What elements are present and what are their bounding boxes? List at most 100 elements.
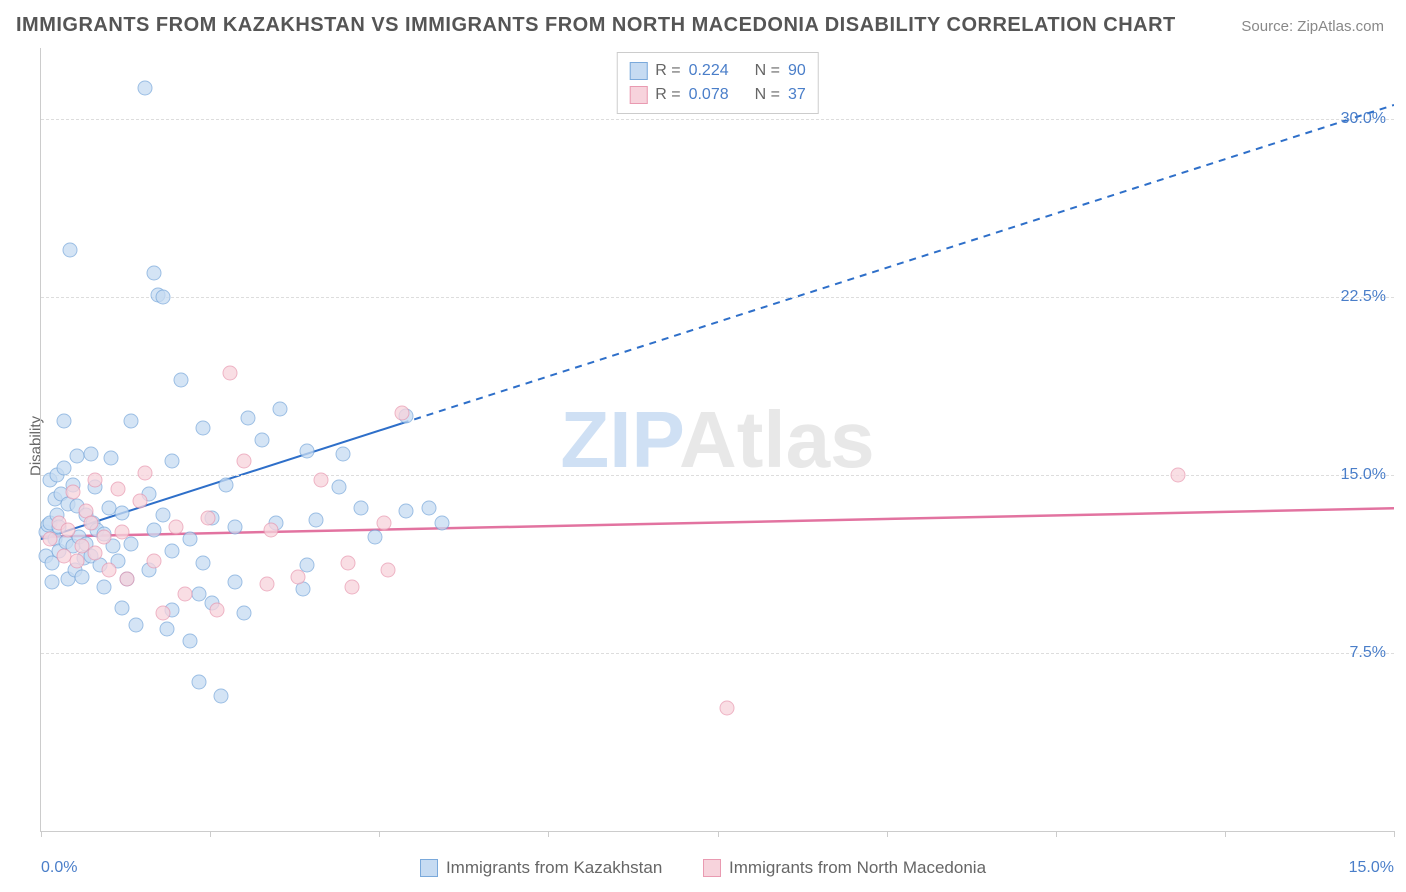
x-tick — [41, 831, 42, 837]
source-link[interactable]: ZipAtlas.com — [1297, 18, 1384, 35]
data-point — [254, 432, 269, 447]
data-point — [115, 525, 130, 540]
legend-row-macedonia: R = 0.078 N = 37 — [629, 83, 806, 107]
n-value-macedonia: 37 — [788, 83, 806, 107]
data-point — [56, 413, 71, 428]
x-tick — [1225, 831, 1226, 837]
data-point — [155, 508, 170, 523]
legend-swatch-kazakhstan — [629, 62, 647, 80]
data-point — [88, 546, 103, 561]
data-point — [178, 586, 193, 601]
data-point — [340, 555, 355, 570]
data-point — [336, 446, 351, 461]
r-value-kazakhstan: 0.224 — [689, 59, 729, 83]
data-point — [227, 574, 242, 589]
data-point — [137, 81, 152, 96]
data-point — [115, 506, 130, 521]
legend-item-kazakhstan: Immigrants from Kazakhstan — [420, 858, 662, 878]
data-point — [110, 482, 125, 497]
data-point — [394, 406, 409, 421]
data-point — [61, 522, 76, 537]
gridline — [41, 653, 1394, 654]
data-point — [191, 586, 206, 601]
data-point — [209, 603, 224, 618]
source-attribution: Source: ZipAtlas.com — [1241, 18, 1384, 35]
legend-label-kazakhstan: Immigrants from Kazakhstan — [446, 858, 662, 878]
data-point — [182, 532, 197, 547]
data-point — [155, 605, 170, 620]
data-point — [236, 605, 251, 620]
y-tick-label: 30.0% — [1341, 110, 1386, 128]
data-point — [214, 688, 229, 703]
r-label: R = — [655, 59, 680, 83]
x-tick — [887, 831, 888, 837]
data-point — [62, 242, 77, 257]
data-point — [719, 700, 734, 715]
data-point — [345, 579, 360, 594]
data-point — [191, 674, 206, 689]
legend-item-macedonia: Immigrants from North Macedonia — [703, 858, 986, 878]
data-point — [137, 465, 152, 480]
y-tick-label: 22.5% — [1341, 288, 1386, 306]
data-point — [196, 555, 211, 570]
data-point — [88, 472, 103, 487]
data-point — [273, 401, 288, 416]
data-point — [367, 529, 382, 544]
data-point — [97, 529, 112, 544]
data-point — [376, 515, 391, 530]
data-point — [70, 553, 85, 568]
legend-swatch-macedonia-icon — [703, 859, 721, 877]
data-point — [44, 574, 59, 589]
data-point — [173, 373, 188, 388]
trend-lines — [41, 48, 1394, 831]
x-tick — [718, 831, 719, 837]
data-point — [160, 622, 175, 637]
n-label: N = — [755, 59, 780, 83]
data-point — [155, 290, 170, 305]
data-point — [169, 520, 184, 535]
data-point — [119, 572, 134, 587]
plot-area: ZIPAtlas R = 0.224 N = 90 R = 0.078 N = … — [40, 48, 1394, 832]
data-point — [264, 522, 279, 537]
legend-label-macedonia: Immigrants from North Macedonia — [729, 858, 986, 878]
data-point — [200, 510, 215, 525]
chart-title: IMMIGRANTS FROM KAZAKHSTAN VS IMMIGRANTS… — [16, 14, 1176, 37]
data-point — [146, 522, 161, 537]
data-point — [146, 553, 161, 568]
data-point — [241, 411, 256, 426]
data-point — [97, 579, 112, 594]
data-point — [354, 501, 369, 516]
data-point — [124, 413, 139, 428]
watermark-zip: ZIP — [560, 395, 679, 484]
data-point — [164, 544, 179, 559]
data-point — [83, 446, 98, 461]
series-legend: Immigrants from Kazakhstan Immigrants fr… — [0, 858, 1406, 882]
data-point — [164, 453, 179, 468]
watermark-atlas: Atlas — [679, 395, 875, 484]
data-point — [128, 617, 143, 632]
data-point — [291, 570, 306, 585]
x-tick — [379, 831, 380, 837]
data-point — [309, 513, 324, 528]
data-point — [399, 503, 414, 518]
data-point — [146, 266, 161, 281]
r-value-macedonia: 0.078 — [689, 83, 729, 107]
r-label: R = — [655, 83, 680, 107]
gridline — [41, 119, 1394, 120]
y-tick-label: 7.5% — [1350, 644, 1386, 662]
x-tick — [210, 831, 211, 837]
data-point — [331, 479, 346, 494]
source-prefix: Source: — [1241, 18, 1297, 35]
legend-swatch-macedonia — [629, 86, 647, 104]
n-value-kazakhstan: 90 — [788, 59, 806, 83]
gridline — [41, 475, 1394, 476]
watermark: ZIPAtlas — [560, 394, 874, 486]
data-point — [236, 453, 251, 468]
legend-row-kazakhstan: R = 0.224 N = 90 — [629, 59, 806, 83]
data-point — [421, 501, 436, 516]
data-point — [101, 562, 116, 577]
n-label: N = — [755, 83, 780, 107]
data-point — [300, 444, 315, 459]
data-point — [83, 515, 98, 530]
legend-swatch-kazakhstan-icon — [420, 859, 438, 877]
